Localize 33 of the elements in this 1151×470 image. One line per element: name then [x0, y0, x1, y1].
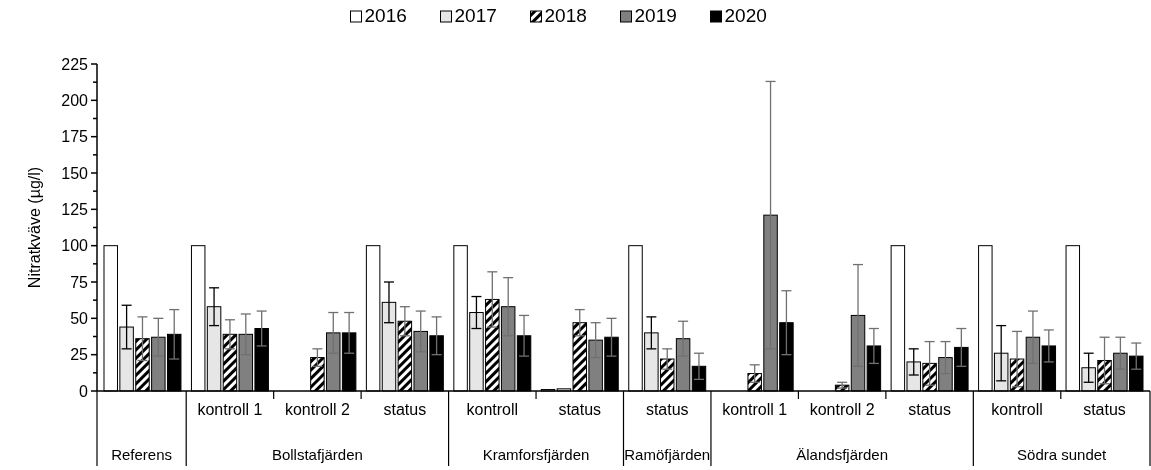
y-tick-label: 25 — [70, 346, 89, 364]
text: Referens — [111, 446, 173, 463]
text: Älandsfjärden — [796, 446, 889, 463]
text: Kramforsfjärden — [482, 446, 590, 463]
y-tick-label: 125 — [61, 200, 89, 218]
x-tick-label: kontroll 2 — [284, 401, 350, 418]
x-tick-label: kontroll 1 — [197, 401, 263, 418]
y-tick-label: 175 — [61, 128, 89, 146]
x-tick-label: status — [1083, 401, 1126, 418]
legend-label: 2017 — [454, 5, 497, 26]
text: Bollstafjärden — [271, 446, 363, 463]
text: Södra sundet — [1017, 446, 1108, 463]
y-tick-label: 200 — [61, 91, 89, 109]
y-tick-label: 0 — [79, 382, 89, 400]
y-tick-label: 75 — [70, 273, 89, 291]
x-tick-label: status — [645, 401, 689, 418]
legend-label: 2019 — [634, 5, 677, 26]
y-tick-label: 50 — [70, 309, 89, 327]
x-tick-label: status — [558, 401, 602, 418]
x-tick-label: kontroll 1 — [722, 401, 788, 418]
x-tick-label: kontroll — [991, 401, 1043, 418]
y-tick-label: 100 — [61, 237, 89, 255]
y-axis-title: Nitratkväve (µg/l) — [26, 166, 43, 289]
x-tick-label: kontroll — [466, 401, 519, 418]
text: Ramöfjärden — [624, 446, 711, 463]
legend-label: 2018 — [544, 5, 587, 26]
x-tick-label: status — [383, 401, 427, 418]
legend-label: 2020 — [724, 5, 767, 26]
x-tick-label: kontroll 2 — [809, 401, 875, 418]
y-tick-label: 225 — [61, 55, 89, 73]
legend-label: 2016 — [364, 5, 407, 26]
x-tick-label: status — [908, 401, 951, 418]
y-tick-label: 150 — [61, 164, 89, 182]
